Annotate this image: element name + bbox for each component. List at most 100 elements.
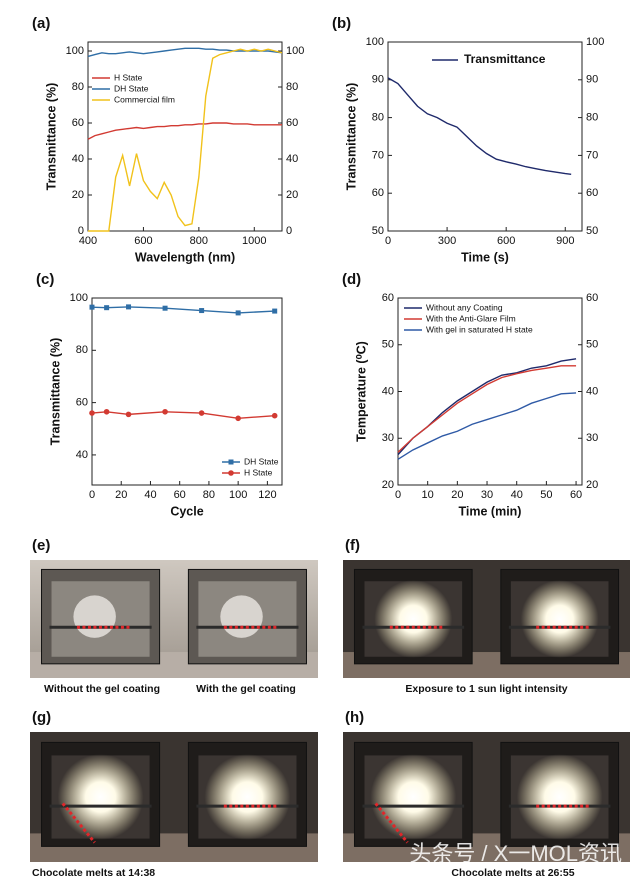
y-axis-label: Transmittance (%) xyxy=(344,83,358,191)
photo xyxy=(30,732,318,862)
marker xyxy=(89,410,95,416)
x-axis-label: Time (s) xyxy=(461,250,509,264)
panel-label: (d) xyxy=(342,271,361,288)
legend-label: With the Anti-Glare Film xyxy=(426,313,516,323)
marker xyxy=(162,408,168,415)
panel-label: (c) xyxy=(36,271,54,288)
light xyxy=(516,754,603,840)
x-tick-label: 120 xyxy=(258,489,276,501)
x-tick-label: 40 xyxy=(144,489,156,501)
y-tick-label: 40 xyxy=(72,153,84,165)
y-tick-label: 20 xyxy=(382,479,394,491)
panel-label: (f) xyxy=(345,537,360,554)
x-tick-label: 600 xyxy=(134,235,152,247)
y2-tick-label: 100 xyxy=(586,36,604,48)
x-tick-label: 0 xyxy=(89,489,95,501)
photo-caption: Without the gel coating xyxy=(44,683,160,695)
y-tick-label: 60 xyxy=(72,117,84,129)
series-line xyxy=(87,122,282,140)
x-tick-label: 10 xyxy=(422,489,434,501)
x-tick-label: 600 xyxy=(497,235,515,247)
photo xyxy=(30,560,318,678)
marker xyxy=(126,304,132,310)
panel-label: (g) xyxy=(32,709,51,726)
y-tick-label: 100 xyxy=(366,36,384,48)
marker xyxy=(271,412,278,419)
y-tick-label: 40 xyxy=(76,449,88,461)
x-tick-label: 60 xyxy=(174,489,186,501)
legend-marker xyxy=(228,470,234,476)
y-tick-label: 50 xyxy=(382,339,394,351)
legend-label: Commercial film xyxy=(114,94,175,104)
x-tick-label: 800 xyxy=(190,235,208,247)
photo xyxy=(343,560,630,678)
marker xyxy=(104,305,110,311)
y2-tick-label: 80 xyxy=(586,112,598,124)
legend-label: DH State xyxy=(244,456,279,466)
light xyxy=(374,580,453,658)
panel-label: (a) xyxy=(32,15,50,32)
x-tick-label: 400 xyxy=(79,235,97,247)
y-tick-label: 20 xyxy=(72,189,84,201)
marker-line xyxy=(61,802,96,844)
y-tick-label: 80 xyxy=(372,112,384,124)
marker xyxy=(125,411,132,418)
lamp xyxy=(220,595,263,638)
y-tick-label: 80 xyxy=(72,81,84,93)
marker-line xyxy=(374,802,409,844)
y-tick-label: 90 xyxy=(372,74,384,86)
y2-tick-label: 30 xyxy=(586,432,598,444)
light xyxy=(520,580,599,658)
plot: 400 600 800 1000020406080100020406080100(a)… xyxy=(32,15,304,264)
y-tick-label: 70 xyxy=(372,149,384,161)
photo xyxy=(343,732,630,862)
legend-label: With gel in saturated H state xyxy=(426,324,533,334)
y2-tick-label: 50 xyxy=(586,339,598,351)
y-tick-label: 100 xyxy=(66,45,84,57)
x-tick-label: 30 xyxy=(481,489,493,501)
x-tick-label: 900 xyxy=(556,235,574,247)
y2-tick-label: 0 xyxy=(286,225,292,237)
series-line xyxy=(387,77,572,175)
x-axis-label: Time (min) xyxy=(459,504,522,518)
plot-frame xyxy=(91,297,283,486)
x-tick-label: 100 xyxy=(229,489,247,501)
legend-marker xyxy=(228,459,234,465)
x-tick-label: 50 xyxy=(540,489,552,501)
x-tick-label: 60 xyxy=(570,489,582,501)
y2-tick-label: 90 xyxy=(586,74,598,86)
y2-tick-label: 80 xyxy=(286,81,298,93)
x-tick-label: 0 xyxy=(395,489,401,501)
photo-caption: With the gel coating xyxy=(196,683,296,695)
light xyxy=(57,754,144,840)
marker xyxy=(272,308,278,314)
photo-caption: Chocolate melts at 26:55 xyxy=(451,867,574,879)
x-tick-label: 1000 xyxy=(242,235,266,247)
x-tick-label: 40 xyxy=(511,489,523,501)
y2-tick-label: 100 xyxy=(286,45,304,57)
y-tick-label: 0 xyxy=(78,225,84,237)
y2-tick-label: 60 xyxy=(586,292,598,304)
y-tick-label: 60 xyxy=(372,187,384,199)
y-tick-label: 60 xyxy=(382,292,394,304)
panel-label: (e) xyxy=(32,537,50,554)
y2-tick-label: 60 xyxy=(286,117,298,129)
y-tick-label: 30 xyxy=(382,432,394,444)
x-axis-label: Wavelength (nm) xyxy=(135,250,235,264)
y2-tick-label: 20 xyxy=(586,479,598,491)
y-axis-label: Transmittance (%) xyxy=(48,338,62,446)
marker xyxy=(198,410,205,416)
y2-tick-label: 20 xyxy=(286,189,298,201)
series-line xyxy=(397,392,577,460)
x-tick-label: 0 xyxy=(385,235,391,247)
light xyxy=(370,754,457,840)
marker xyxy=(235,310,241,316)
y-tick-label: 40 xyxy=(382,385,394,397)
series-line xyxy=(88,48,283,232)
marker xyxy=(103,408,110,415)
marker xyxy=(235,415,241,422)
series-line xyxy=(91,306,275,314)
marker xyxy=(199,308,205,314)
series-line xyxy=(397,358,577,456)
